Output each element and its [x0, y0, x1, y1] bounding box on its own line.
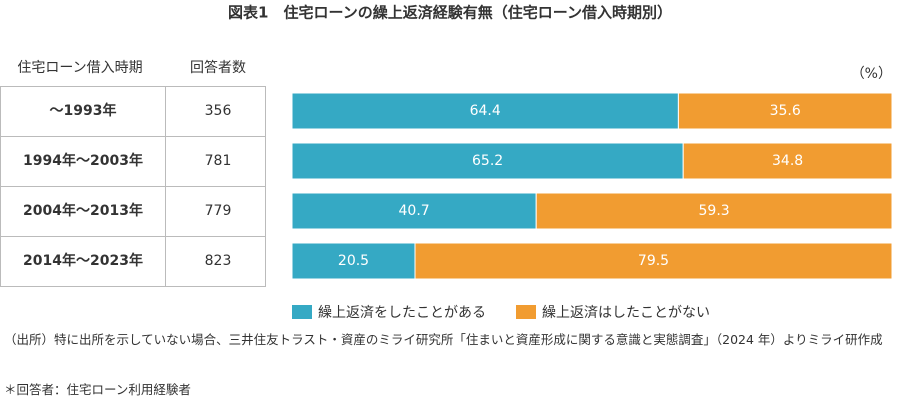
row-label: 2004年～2013年: [23, 202, 143, 219]
table-header: 回答者数: [190, 59, 246, 76]
respondent-count: 356: [205, 103, 232, 119]
data-label: 65.2: [472, 153, 503, 169]
unit-label: （%）: [851, 66, 892, 82]
legend-swatch: [516, 305, 536, 319]
row-label: ～1993年: [50, 102, 117, 119]
bar-segment: [677, 92, 893, 130]
legend-swatch: [292, 305, 312, 319]
bar-segment: [535, 192, 893, 230]
chart: 図表1 住宅ローンの繰上返済経験有無（住宅ローン借入時期別） 住宅ローン借入時期…: [0, 4, 893, 321]
source-note: （出所）特に出所を示していない場合、三井住友トラスト・資産のミライ研究所「住まい…: [4, 332, 883, 347]
chart-title: 図表1 住宅ローンの繰上返済経験有無（住宅ローン借入時期別）: [228, 4, 672, 22]
row-label: 1994年～2003年: [23, 152, 143, 169]
respondent-count: 823: [205, 253, 232, 269]
respondent-count: 779: [205, 203, 232, 219]
row-label: 2014年～2023年: [23, 252, 143, 269]
bar-segment: [682, 142, 893, 180]
data-label: 40.7: [399, 203, 430, 219]
data-label: 20.5: [338, 253, 369, 269]
data-label: 79.5: [638, 253, 669, 269]
data-label: 34.8: [772, 153, 803, 169]
data-label: 59.3: [699, 203, 730, 219]
data-label: 35.6: [770, 103, 801, 119]
data-label: 64.4: [470, 103, 501, 119]
bar-segment: [291, 92, 679, 130]
legend-label: 繰上返済をしたことがある: [318, 305, 486, 321]
table-header: 住宅ローン借入時期: [17, 60, 142, 76]
respondent-count: 781: [205, 153, 232, 169]
table-grid: [0, 86, 266, 287]
bar-segment: [291, 192, 537, 230]
legend-label: 繰上返済はしたことがない: [542, 305, 710, 321]
respondent-note: ＊回答者：住宅ローン利用経験者: [4, 382, 191, 397]
bar-segment: [414, 242, 893, 280]
